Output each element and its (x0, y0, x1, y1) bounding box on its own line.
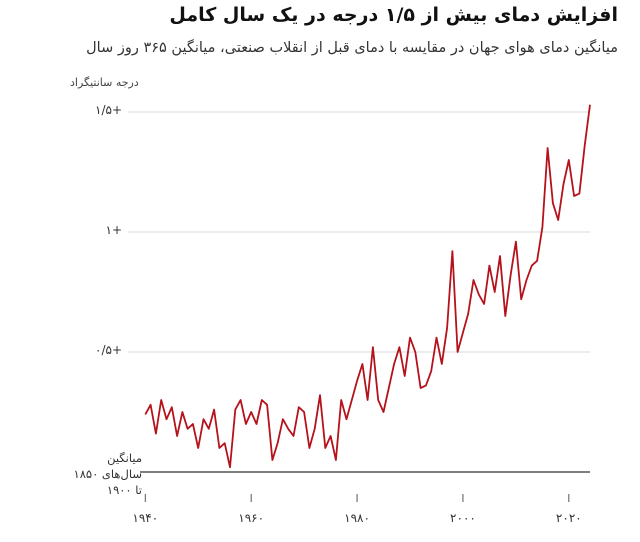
x-tick-label: ۲۰۲۰ (555, 511, 582, 525)
y-tick-label: میانگین سال‌های ۱۸۵۰ تا ۱۹۰۰ (73, 451, 142, 497)
x-tick-label: ۱۹۶۰ (238, 511, 265, 525)
y-tick-label: +۱ (105, 223, 122, 237)
x-tick-label: ۲۰۰۰ (450, 511, 476, 525)
y-tick-label: +۰/۵ (95, 343, 122, 357)
chart-subtitle: میانگین دمای هوای جهان در مقایسه با دمای… (86, 40, 618, 56)
x-tick-label: ۱۹۸۰ (344, 511, 370, 525)
y-tick-label: +۱/۵ (95, 103, 122, 117)
y-axis-label: درجه سانتیگراد (70, 76, 139, 89)
x-tick-label: ۱۹۴۰ (132, 511, 159, 525)
data-line (144, 104, 591, 469)
chart-title: افزایش دمای بیش از ۱/۵ درجه در یک سال کا… (169, 4, 618, 26)
